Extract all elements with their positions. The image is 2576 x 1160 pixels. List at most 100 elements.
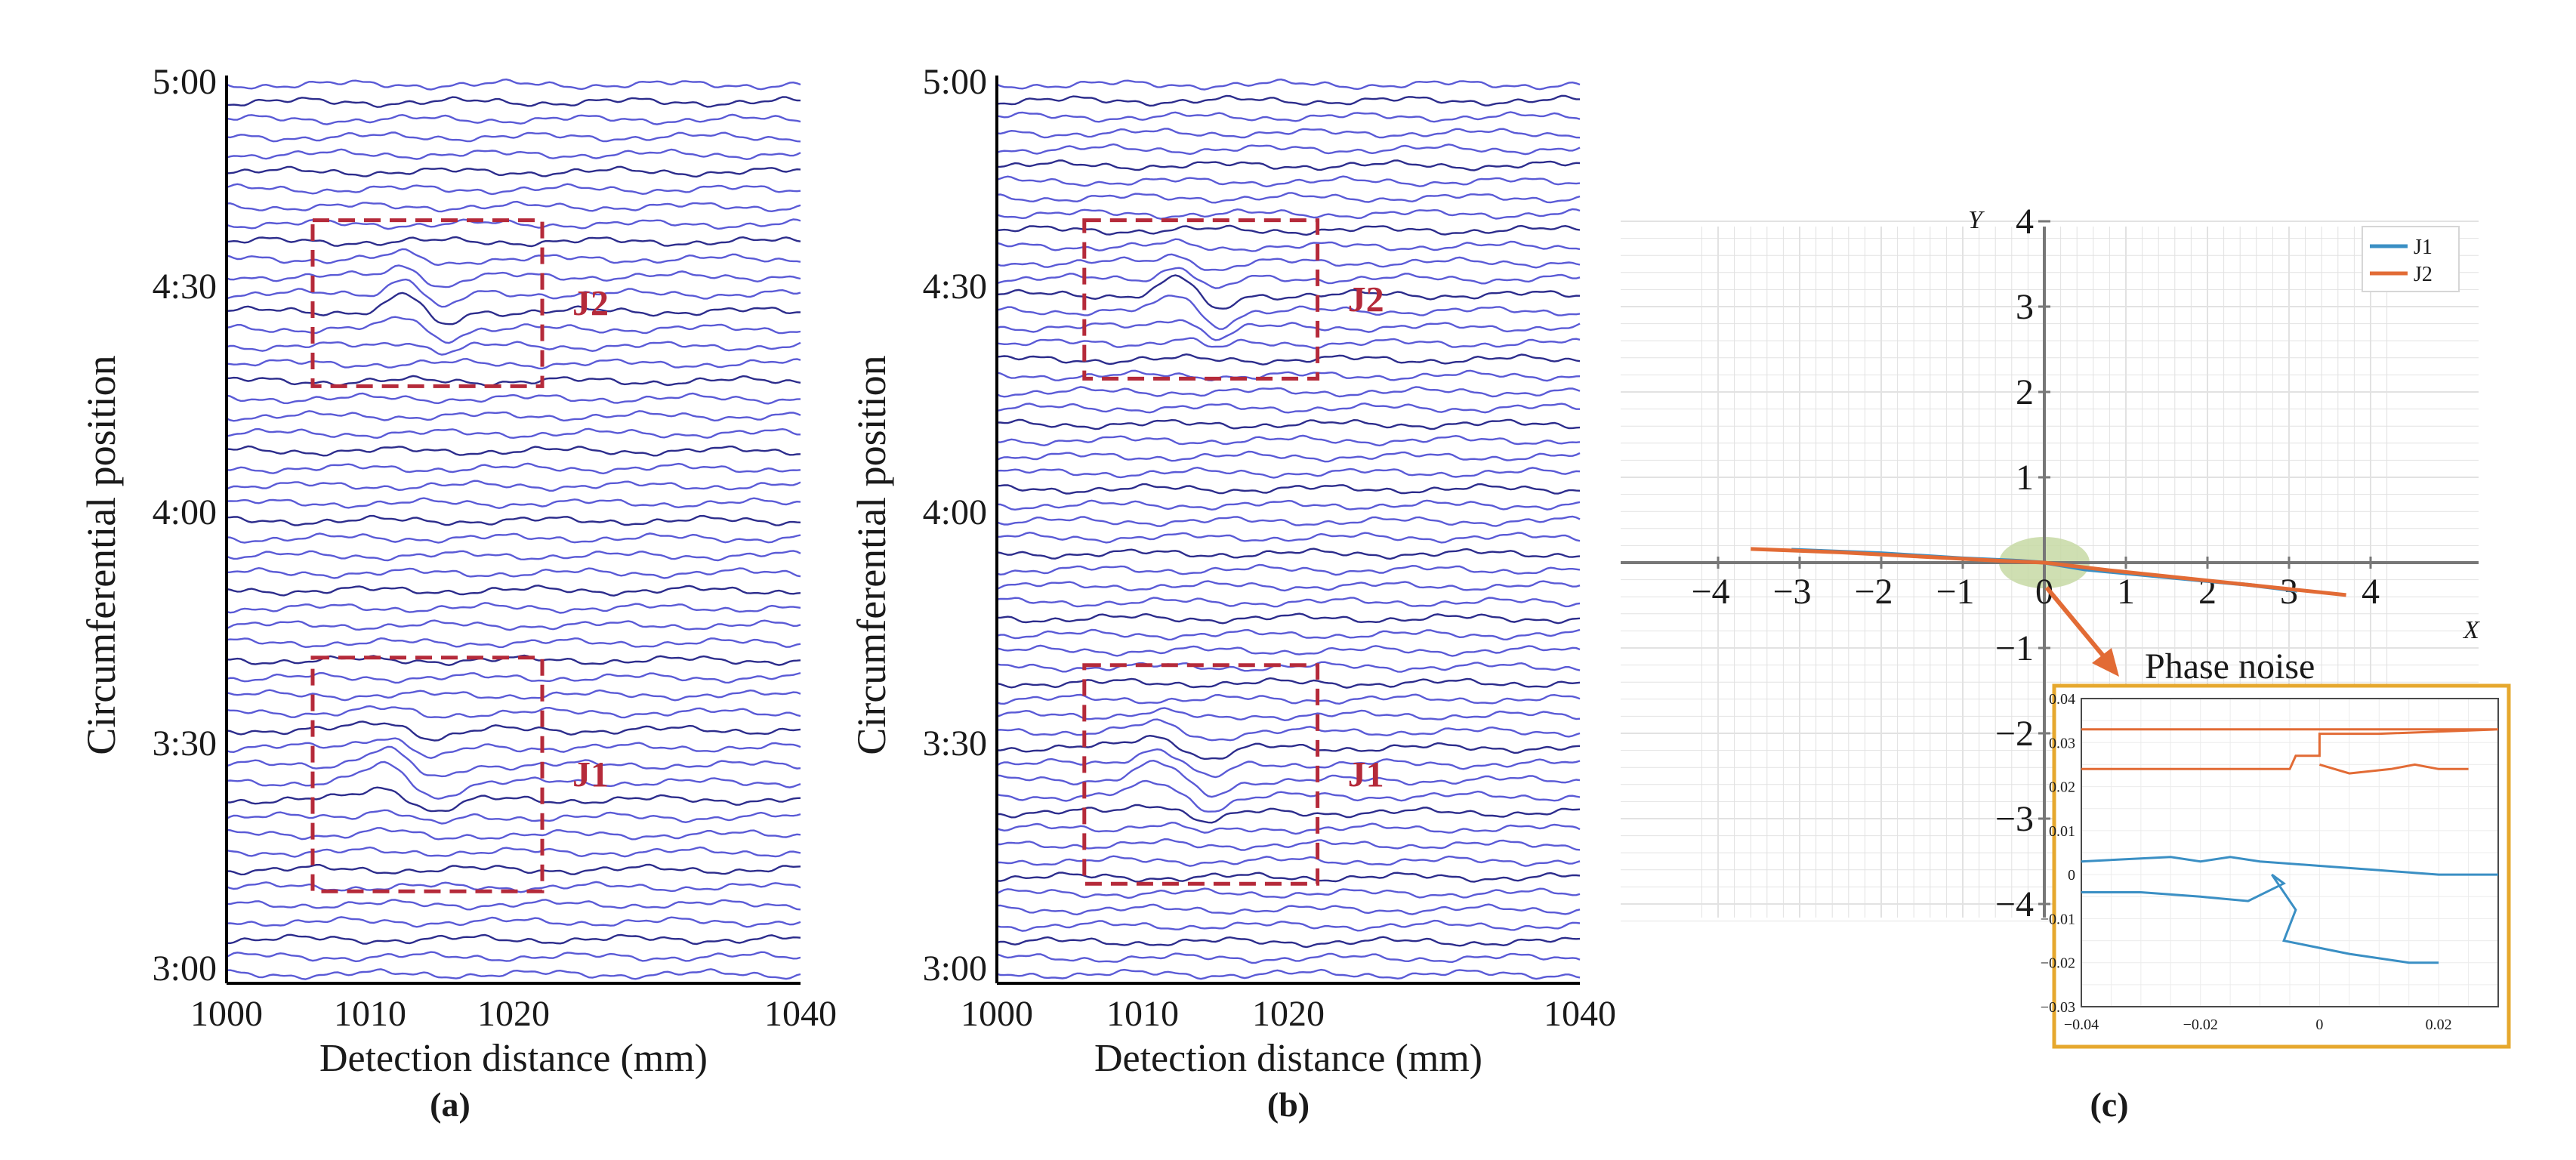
scan-trace	[996, 192, 1581, 204]
inset-series-j1b	[2081, 873, 2439, 964]
scan-trace	[996, 253, 1581, 271]
y-tick-label: 3	[2016, 287, 2034, 327]
scan-trace	[226, 760, 801, 800]
scan-trace	[226, 200, 801, 213]
scan-trace	[226, 671, 801, 684]
scan-trace	[996, 821, 1581, 835]
scan-trace	[996, 450, 1581, 463]
scan-trace	[996, 434, 1581, 447]
scan-trace	[996, 238, 1581, 252]
x-tick-label: 1020	[1252, 994, 1325, 1034]
j2-defect-box	[1082, 218, 1320, 381]
inset-x-tick-label: −0.04	[2064, 1017, 2099, 1033]
y-tick-label: 5:00	[923, 62, 987, 102]
j2-label: J2	[572, 284, 609, 324]
j1-label: J1	[572, 754, 609, 794]
scan-trace	[996, 968, 1581, 980]
scan-trace	[226, 497, 801, 510]
scan-trace	[996, 887, 1581, 899]
scan-trace	[996, 628, 1581, 641]
inset-x-tick-label: 0	[2315, 1017, 2323, 1033]
scan-trace	[226, 445, 801, 457]
x-tick-label: 1010	[1106, 994, 1179, 1034]
x-axis-label: Detection distance (mm)	[319, 1037, 708, 1080]
inset-y-tick-label: −0.03	[2041, 999, 2075, 1016]
scan-trace	[226, 916, 801, 928]
y-tick-label: 1	[2016, 458, 2034, 498]
panel-label: (b)	[1267, 1085, 1310, 1124]
scan-trace	[226, 462, 801, 475]
scan-trace	[996, 295, 1581, 330]
scan-trace	[226, 392, 801, 405]
scan-trace	[226, 375, 801, 387]
scan-trace	[226, 292, 801, 325]
scan-trace	[226, 148, 801, 161]
y-axis-label: Circumferential position	[79, 355, 124, 754]
legend: J1 J2	[2362, 226, 2460, 292]
inset-x-tick-label: −0.02	[2183, 1017, 2218, 1033]
y-tick-label: 3:00	[923, 949, 987, 989]
x-tick-label: 2	[2198, 572, 2217, 612]
arrow-head	[2092, 648, 2119, 677]
inset-series-j1	[2081, 856, 2498, 876]
scan-trace	[226, 357, 801, 370]
inset-x-tick-label: 0.02	[2426, 1017, 2452, 1033]
phase-noise-arrow	[2044, 586, 2119, 677]
scan-trace	[996, 418, 1581, 430]
scan-trace	[226, 827, 801, 841]
inset-y-tick-label: 0.02	[2049, 779, 2075, 796]
scan-trace	[226, 951, 801, 963]
panel-b-j2-box: J2	[1082, 218, 1384, 381]
annotation-phase-noise: Phase noise	[2145, 646, 2315, 686]
inset-series-j2	[2081, 728, 2499, 770]
scan-trace	[226, 316, 801, 344]
scan-trace	[226, 480, 801, 492]
scan-trace	[996, 952, 1581, 964]
panel-b-j1-box: J1	[1082, 663, 1384, 886]
scan-trace	[996, 402, 1580, 414]
scan-trace	[996, 531, 1581, 544]
scan-trace	[996, 159, 1581, 171]
scan-trace	[226, 165, 801, 178]
scan-trace	[996, 111, 1581, 123]
scan-trace	[226, 585, 801, 597]
arrow-shaft	[2044, 586, 2108, 660]
legend-j1-label: J1	[2414, 236, 2433, 259]
j2-label: J2	[1348, 280, 1384, 320]
scan-trace	[226, 514, 801, 526]
scan-trace	[996, 919, 1581, 932]
legend-box	[2362, 226, 2460, 292]
scan-trace	[226, 427, 801, 440]
scan-trace	[226, 96, 801, 108]
inset-y-tick-label: −0.01	[2041, 911, 2075, 927]
scan-trace	[996, 707, 1581, 722]
x-axis-label: X	[2462, 616, 2480, 644]
series-j2	[1751, 547, 2346, 597]
scan-trace	[226, 550, 801, 562]
scan-trace	[996, 563, 1581, 576]
scan-trace	[226, 410, 801, 422]
scan-trace	[996, 94, 1580, 107]
inset-series	[2081, 728, 2499, 964]
inset-y-tick-label: 0.03	[2049, 735, 2075, 751]
scan-trace	[996, 644, 1581, 657]
panel-a-j2-box: J2	[310, 218, 609, 388]
scan-trace	[996, 483, 1581, 495]
scan-trace	[996, 677, 1581, 689]
scan-trace	[996, 748, 1581, 779]
inset-y-tick-label: 0.04	[2049, 691, 2075, 708]
scan-trace	[996, 693, 1581, 705]
inset-series-j2b	[2318, 763, 2469, 775]
inset-y-tick-label: 0.01	[2049, 823, 2075, 840]
x-tick-label: 1040	[764, 994, 837, 1034]
panel-b-traces	[996, 78, 1581, 980]
scan-trace	[226, 278, 801, 308]
x-tick-label: −4	[1691, 572, 1729, 612]
j2-defect-box	[310, 218, 545, 388]
scan-trace	[226, 248, 801, 267]
scan-trace	[226, 619, 801, 631]
x-tick-label: 4	[2362, 572, 2380, 612]
scan-trace	[226, 933, 801, 946]
scan-trace	[997, 612, 1581, 625]
